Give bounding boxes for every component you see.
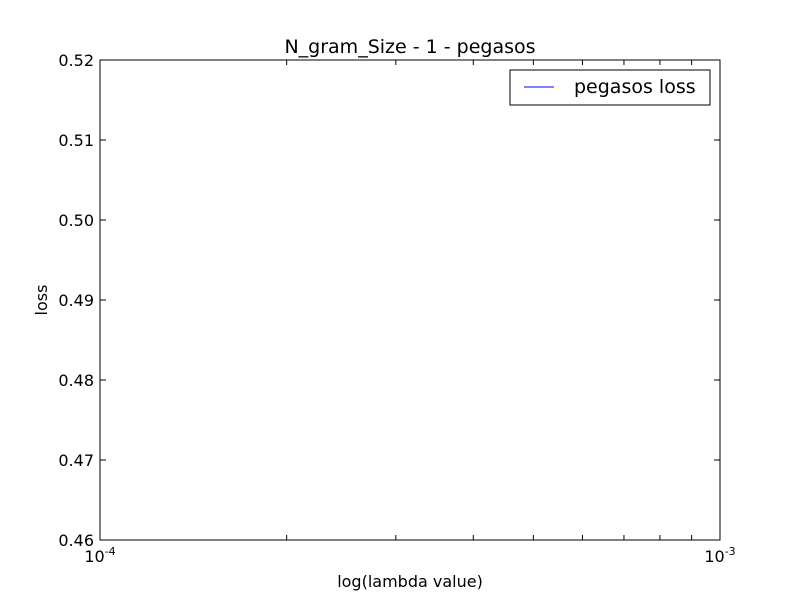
chart-title: N_gram_Size - 1 - pegasos <box>284 36 535 58</box>
y-tick-label: 0.48 <box>58 371 94 390</box>
y-axis-label: loss <box>32 285 51 316</box>
y-tick-label: 0.46 <box>58 531 94 550</box>
y-tick-labels: 0.46 0.47 0.48 0.49 0.50 0.51 0.52 <box>58 51 94 550</box>
x-tick-label: 10-3 <box>704 545 735 566</box>
plot-area <box>99 59 721 541</box>
legend-label-pegasos-loss: pegasos loss <box>574 76 696 98</box>
x-tick-labels: 10-4 10-3 <box>84 545 735 566</box>
y-tick-label: 0.51 <box>58 131 94 150</box>
y-tick-label: 0.49 <box>58 291 94 310</box>
y-tick-label: 0.52 <box>58 51 94 70</box>
plot-background <box>100 60 720 540</box>
y-tick-label: 0.47 <box>58 451 94 470</box>
plot-frame <box>99 59 721 541</box>
x-axis-label: log(lambda value) <box>337 572 483 591</box>
x-tick-label: 10-4 <box>84 545 115 566</box>
y-tick-label: 0.50 <box>58 211 94 230</box>
legend: pegasos loss <box>509 69 711 106</box>
